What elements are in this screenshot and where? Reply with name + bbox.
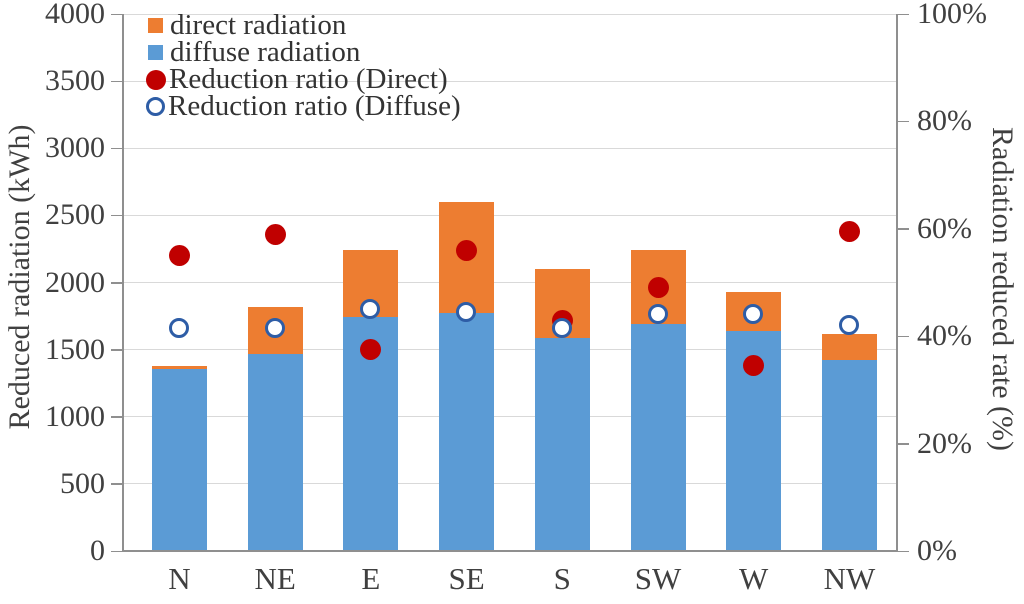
- left-axis-tick-label: 2500: [45, 198, 105, 232]
- category-label-NW: NW: [823, 561, 876, 596]
- gridline: [123, 80, 897, 82]
- marker-reduction-direct-N: [169, 245, 190, 267]
- legend-reduction-diffuse-ring-icon: [146, 97, 165, 116]
- legend-label: diffuse radiation: [170, 36, 361, 68]
- legend-label: Reduction ratio (Diffuse): [168, 90, 461, 122]
- legend-direct-square-icon: [148, 18, 163, 33]
- right-axis-title: Radiation reduced rate (%): [986, 126, 1019, 452]
- marker-reduction-direct-SW: [647, 277, 669, 299]
- right-axis-tick-label: 40%: [917, 319, 972, 353]
- bar-N-diffuse: [152, 369, 207, 551]
- right-axis-tick-label: 80%: [917, 104, 972, 138]
- right-axis-tick: [897, 13, 909, 15]
- marker-reduction-direct-NW: [838, 220, 860, 242]
- left-axis-tick-label: 1000: [45, 399, 105, 433]
- right-axis-line: [896, 14, 898, 551]
- left-axis-tick: [111, 416, 123, 418]
- bar-NW-direct: [821, 334, 877, 360]
- left-axis-tick-label: 4000: [45, 0, 105, 30]
- bar-N-direct: [152, 365, 207, 370]
- legend-label: Reduction ratio (Direct): [169, 63, 448, 95]
- left-axis-tick: [111, 214, 123, 217]
- legend-row: Reduction ratio (Diffuse): [146, 90, 461, 122]
- marker-reduction-diffuse-SE: [456, 301, 477, 322]
- left-axis-tick-label: 3500: [45, 64, 105, 98]
- left-axis-tick: [111, 483, 123, 485]
- marker-reduction-diffuse-E: [360, 298, 381, 319]
- left-axis-tick: [111, 80, 123, 83]
- marker-reduction-diffuse-N: [169, 317, 189, 338]
- right-axis-tick-label: 0%: [917, 534, 957, 567]
- legend-row: direct radiation: [146, 9, 461, 41]
- marker-reduction-diffuse-W: [743, 304, 764, 325]
- left-axis-tick: [111, 550, 123, 552]
- marker-reduction-direct-E: [360, 339, 382, 361]
- category-label-N: N: [168, 561, 191, 596]
- left-axis-tick-label: 500: [60, 466, 105, 500]
- bar-NE-diffuse: [247, 354, 303, 551]
- right-axis-tick: [897, 335, 909, 338]
- category-label-E: E: [361, 561, 381, 596]
- gridline: [123, 147, 897, 149]
- gridline: [123, 416, 897, 418]
- right-axis-tick: [897, 550, 909, 552]
- gridline: [123, 349, 897, 351]
- right-axis-tick: [897, 228, 909, 230]
- left-axis-tick-label: 1500: [45, 332, 105, 366]
- gridline: [123, 483, 897, 485]
- legend-diffuse-square-icon: [148, 45, 163, 60]
- legend-label: direct radiation: [170, 9, 347, 41]
- right-axis-tick: [897, 120, 909, 123]
- right-axis-tick-label: 60%: [917, 211, 972, 245]
- left-axis-tick-label: 0: [90, 534, 105, 567]
- marker-reduction-diffuse-S: [551, 317, 572, 338]
- bar-SW-diffuse: [630, 324, 686, 551]
- left-axis-tick: [111, 147, 123, 150]
- bar-NW-diffuse: [821, 359, 877, 551]
- left-axis-line: [122, 14, 124, 551]
- category-label-S: S: [553, 561, 571, 596]
- legend-reduction-direct-dot-icon: [146, 69, 166, 90]
- bar-SE-diffuse: [439, 313, 495, 551]
- category-label-NE: NE: [254, 561, 296, 596]
- left-axis-tick-label: 2000: [45, 265, 105, 299]
- legend: direct radiation diffuse radiation Reducti…: [146, 9, 461, 122]
- marker-reduction-diffuse-SW: [647, 304, 668, 325]
- legend-row: Reduction ratio (Direct): [146, 63, 461, 95]
- marker-reduction-diffuse-NE: [264, 317, 285, 338]
- left-axis-tick: [111, 349, 123, 351]
- left-axis-tick-label: 3000: [45, 131, 105, 165]
- marker-reduction-direct-SE: [456, 239, 478, 261]
- right-axis-tick-label: 20%: [917, 426, 972, 460]
- marker-reduction-direct-NE: [264, 223, 286, 245]
- right-axis-tick: [897, 443, 909, 445]
- right-axis-tick-label: 100%: [917, 0, 987, 30]
- x-axis-line: [123, 550, 897, 552]
- marker-reduction-diffuse-NW: [838, 314, 859, 335]
- left-axis-tick: [111, 13, 123, 15]
- category-label-W: W: [739, 561, 769, 596]
- gridline: [123, 282, 897, 283]
- category-label-SE: SE: [448, 561, 485, 596]
- marker-reduction-direct-W: [743, 355, 765, 377]
- bar-S-diffuse: [534, 337, 590, 551]
- gridline: [123, 13, 897, 15]
- legend-row: diffuse radiation: [146, 36, 461, 68]
- left-axis-tick: [111, 282, 123, 284]
- category-label-SW: SW: [634, 561, 682, 596]
- gridline: [123, 214, 897, 216]
